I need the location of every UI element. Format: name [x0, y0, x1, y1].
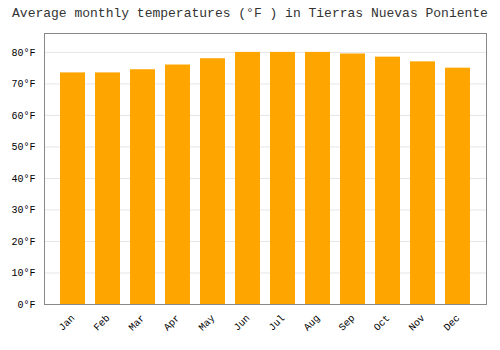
svg-text:40°F: 40°F: [11, 174, 35, 185]
svg-text:May: May: [197, 313, 218, 334]
svg-text:Sep: Sep: [337, 313, 358, 334]
svg-text:Apr: Apr: [162, 313, 183, 334]
svg-text:0°F: 0°F: [17, 300, 35, 311]
svg-text:Feb: Feb: [92, 313, 113, 334]
svg-text:Jan: Jan: [57, 313, 78, 334]
svg-text:30°F: 30°F: [11, 205, 35, 216]
svg-text:70°F: 70°F: [11, 79, 35, 90]
svg-text:Aug: Aug: [302, 313, 323, 334]
svg-text:Nov: Nov: [407, 313, 428, 334]
svg-text:20°F: 20°F: [11, 237, 35, 248]
svg-text:10°F: 10°F: [11, 268, 35, 279]
svg-text:80°F: 80°F: [11, 48, 35, 59]
svg-text:Oct: Oct: [372, 313, 393, 334]
svg-text:50°F: 50°F: [11, 142, 35, 153]
svg-text:60°F: 60°F: [11, 111, 35, 122]
svg-text:Jul: Jul: [267, 313, 288, 334]
html-text:Average monthly temperatures (: Average monthly temperatures (°F ) in Ti…: [12, 6, 488, 21]
svg-text:Dec: Dec: [442, 313, 463, 334]
svg-text:Mar: Mar: [127, 313, 148, 334]
svg-text:Jun: Jun: [232, 313, 253, 334]
